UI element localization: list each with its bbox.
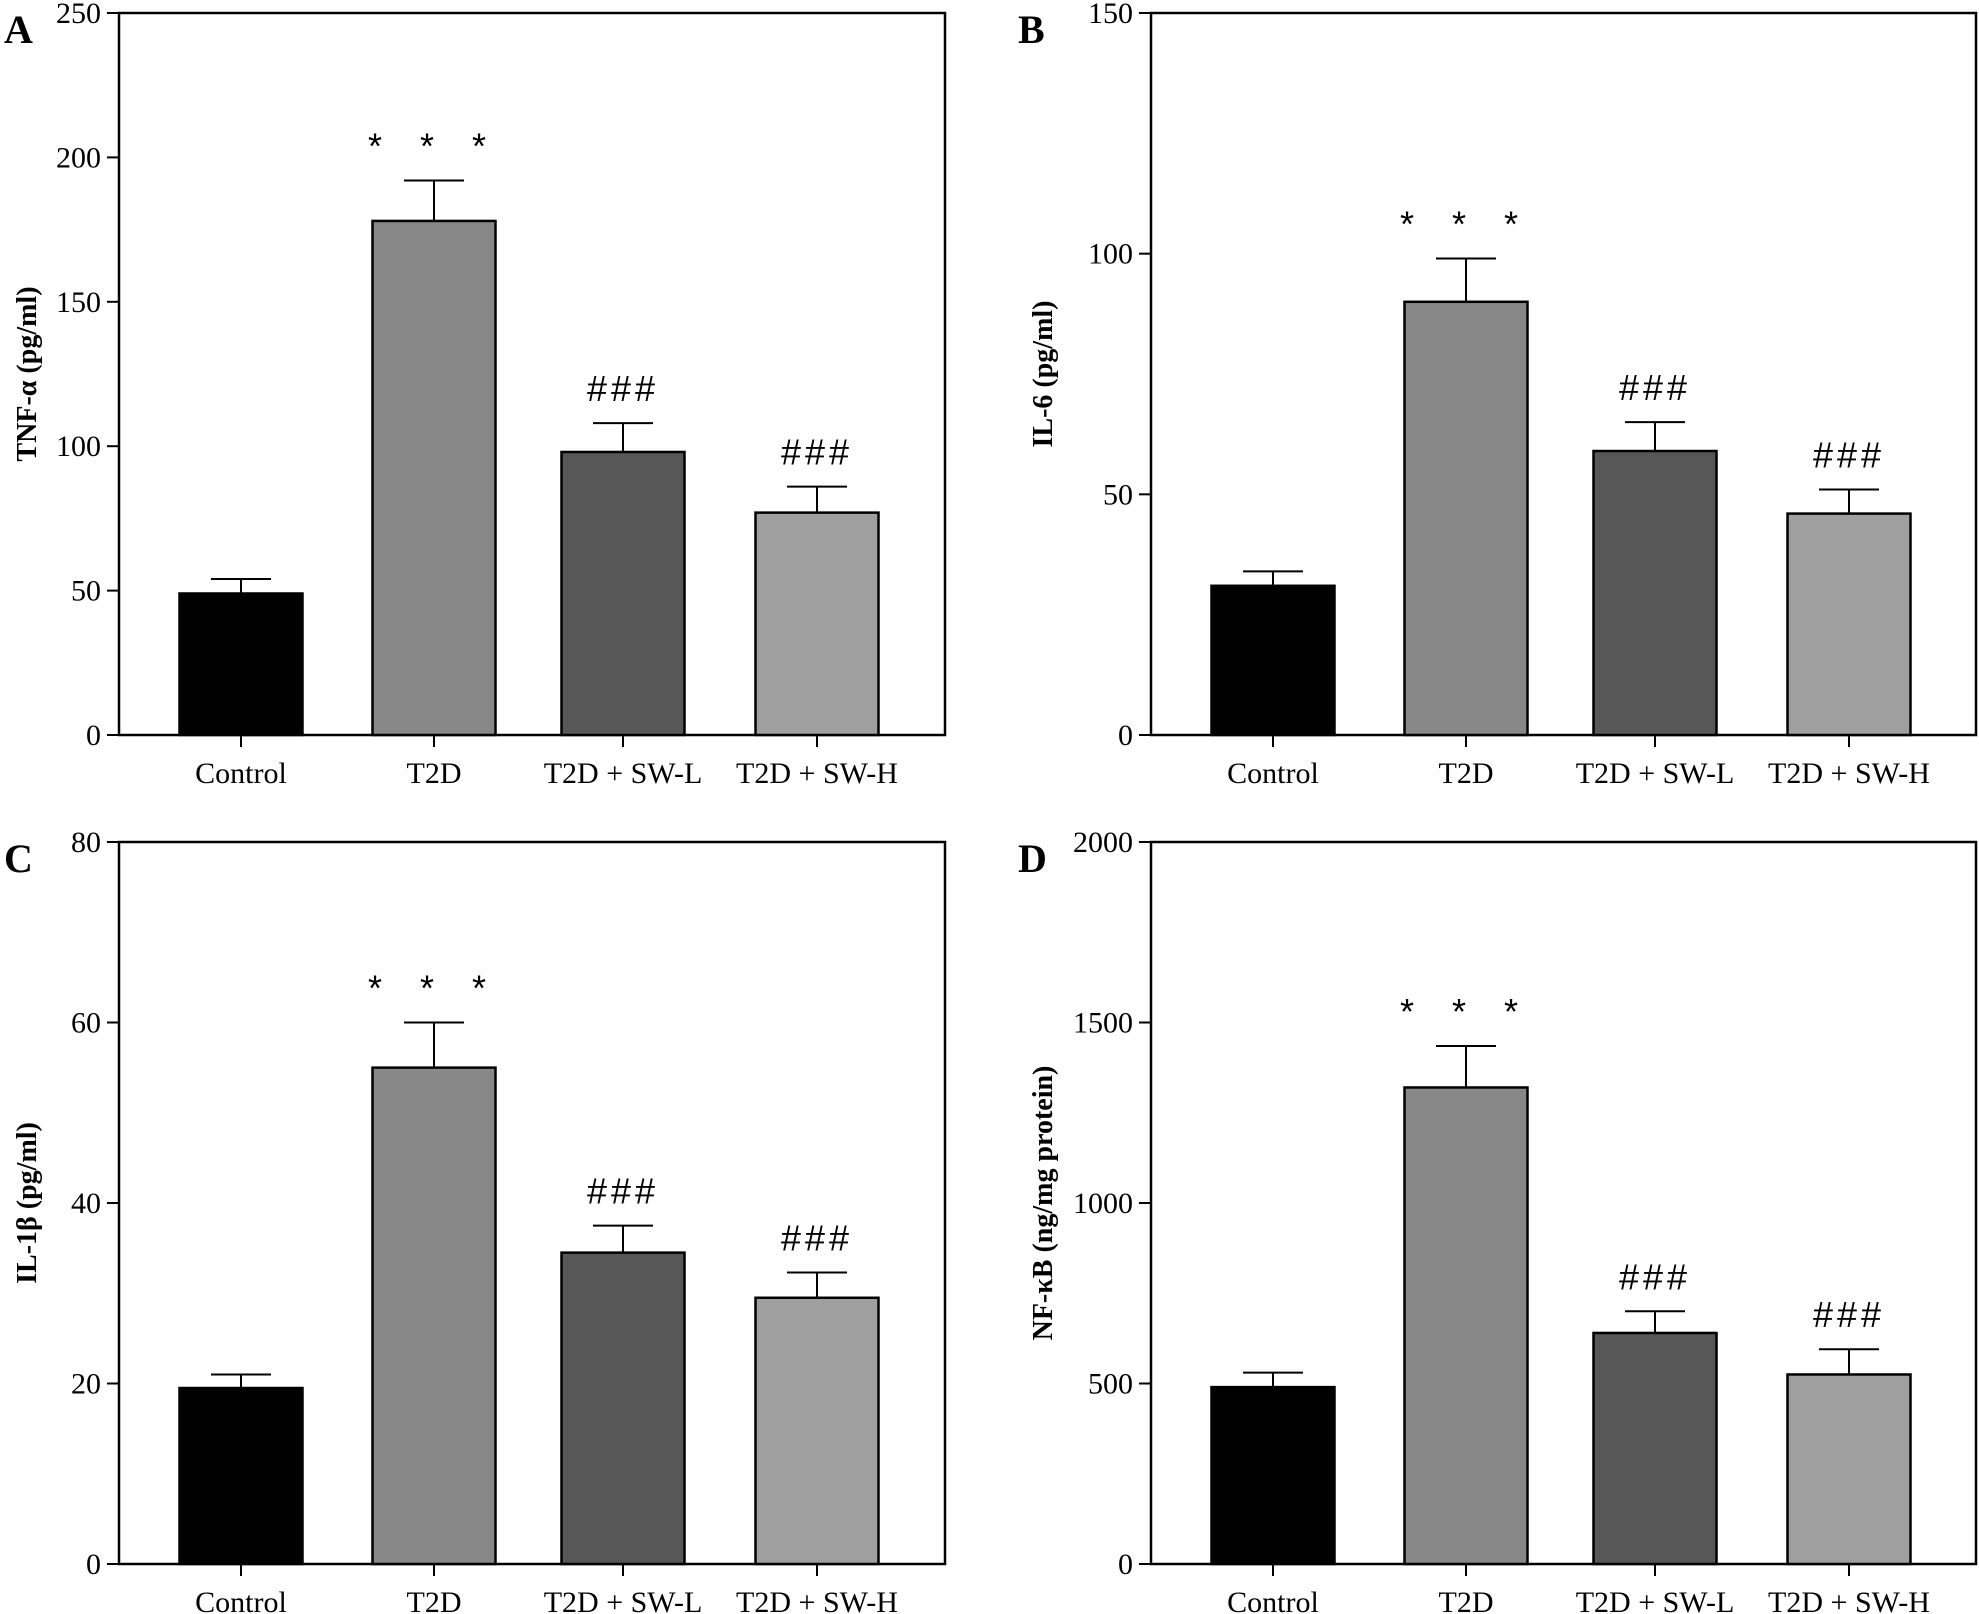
- x-category-label: T2D + SW-L: [1576, 1586, 1735, 1614]
- significance-hashes: ###: [587, 368, 659, 409]
- y-axis-title: NF-κB (ng/mg protein): [1028, 1066, 1059, 1341]
- panel-letter: C: [4, 836, 33, 881]
- significance-hashes: ###: [587, 1171, 659, 1212]
- bar-control: [1210, 1385, 1336, 1566]
- significance-hashes: ###: [1813, 1294, 1885, 1335]
- panel-letter: A: [4, 7, 33, 52]
- x-category-label: T2D + SW-H: [1768, 1586, 1930, 1614]
- significance-hashes: ###: [1813, 435, 1885, 476]
- bar-control: [1210, 584, 1336, 737]
- panel-b: B 0 50 100 150 IL-6 (pg/ml) Control * * * T2D ###…: [1018, 0, 1978, 790]
- bar-t2d-sw-h: [754, 1296, 880, 1566]
- y-tick-label: 100: [1088, 238, 1133, 271]
- x-category-label: T2D + SW-H: [1768, 757, 1930, 790]
- significance-hashes: ###: [1619, 1256, 1691, 1297]
- panel-d: D 0 500 1000 1500 2000 NF-κB (ng/mg protein) Co…: [1018, 826, 1978, 1614]
- x-category-label: T2D + SW-L: [1576, 757, 1735, 790]
- bar-t2d-sw-h: [1786, 1373, 1912, 1566]
- significance-hashes: ###: [781, 1217, 853, 1258]
- panel-a: A 0 50 100 150 200 250 TNF-α (pg/ml) Control * * …: [4, 0, 947, 790]
- y-tick-label: 1500: [1073, 1007, 1133, 1040]
- bar-t2d-sw-h: [754, 511, 880, 737]
- bar-control: [178, 592, 304, 737]
- y-tick-label: 80: [71, 826, 101, 859]
- bar-t2d-sw-l: [1592, 1331, 1718, 1566]
- y-tick-label: 1000: [1073, 1187, 1133, 1220]
- plot-frame: [117, 11, 947, 737]
- x-category-label: Control: [1227, 1586, 1319, 1614]
- x-category-label: Control: [195, 757, 287, 790]
- bar-t2d-sw-l: [560, 450, 686, 737]
- significance-stars: * * *: [1400, 203, 1532, 244]
- x-category-label: Control: [195, 1586, 287, 1614]
- bar-t2d-sw-l: [1592, 449, 1718, 737]
- bar-t2d: [371, 1066, 497, 1566]
- panel-c: C 0 20 40 60 80 IL-1β (pg/ml) Control * * * T2D ##…: [4, 826, 947, 1614]
- y-tick-label: 20: [71, 1368, 101, 1401]
- bar-t2d-sw-l: [560, 1251, 686, 1566]
- bar-t2d: [371, 219, 497, 737]
- y-tick-label: 200: [56, 141, 101, 174]
- bar-control: [178, 1386, 304, 1566]
- x-category-label: T2D: [1439, 1586, 1494, 1614]
- y-tick-label: 2000: [1073, 826, 1133, 859]
- y-tick-label: 60: [71, 1007, 101, 1040]
- plot-frame: [1149, 11, 1978, 737]
- x-category-label: T2D + SW-L: [544, 1586, 703, 1614]
- significance-hashes: ###: [1619, 367, 1691, 408]
- y-axis-title: IL-6 (pg/ml): [1028, 301, 1059, 448]
- y-axis-title: IL-1β (pg/ml): [12, 1122, 43, 1284]
- y-tick-label: 50: [1103, 478, 1133, 511]
- y-tick-label: 40: [71, 1187, 101, 1220]
- y-tick-label: 0: [86, 1548, 101, 1581]
- y-tick-label: 50: [71, 575, 101, 608]
- y-tick-label: 0: [1118, 719, 1133, 752]
- x-category-label: T2D: [407, 757, 462, 790]
- y-tick-label: 0: [1118, 1548, 1133, 1581]
- bar-t2d: [1403, 300, 1529, 737]
- significance-stars: * * *: [1400, 991, 1532, 1032]
- x-category-label: T2D + SW-H: [736, 757, 898, 790]
- significance-stars: * * *: [368, 968, 500, 1009]
- y-tick-label: 0: [86, 719, 101, 752]
- x-category-label: T2D + SW-H: [736, 1586, 898, 1614]
- x-category-label: T2D: [407, 1586, 462, 1614]
- x-category-label: T2D + SW-L: [544, 757, 703, 790]
- panel-letter: D: [1018, 836, 1047, 881]
- x-category-label: Control: [1227, 757, 1319, 790]
- significance-stars: * * *: [368, 126, 500, 167]
- panel-letter: B: [1018, 7, 1045, 52]
- significance-hashes: ###: [781, 432, 853, 473]
- y-tick-label: 100: [56, 430, 101, 463]
- y-tick-label: 500: [1088, 1368, 1133, 1401]
- y-tick-label: 250: [56, 0, 101, 30]
- bar-t2d-sw-h: [1786, 512, 1912, 737]
- y-tick-label: 150: [56, 286, 101, 319]
- bar-t2d: [1403, 1086, 1529, 1566]
- x-category-label: T2D: [1439, 757, 1494, 790]
- y-tick-label: 150: [1088, 0, 1133, 30]
- y-axis-title: TNF-α (pg/ml): [12, 286, 43, 461]
